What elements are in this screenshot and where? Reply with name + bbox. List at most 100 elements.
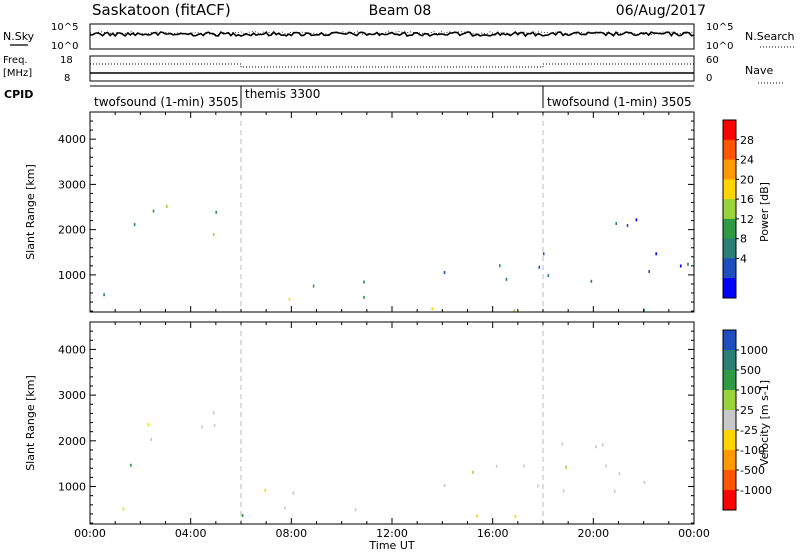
freq-tick-top: 18: [60, 55, 73, 66]
echo-cell: [212, 411, 215, 415]
echo-cell: [648, 270, 650, 273]
freq-label: Freq.: [3, 55, 28, 66]
nsky-trace: [90, 30, 695, 38]
echo-cell: [201, 425, 203, 429]
echo-cell: [499, 264, 501, 268]
velocity-ylabel: Slant Range [km]: [24, 375, 37, 471]
colorbar-segment: [723, 470, 736, 491]
echo-cell: [514, 515, 517, 519]
echo-cell: [626, 224, 629, 227]
cpid-mode-label: twofsound (1-min) 3505: [547, 95, 692, 109]
colorbar-segment: [723, 350, 736, 371]
colorbar-tick-label: 8: [740, 233, 747, 246]
echo-cell: [476, 514, 478, 518]
nsky-tick-bottom: 10^0: [51, 41, 78, 52]
echo-cell: [618, 472, 621, 475]
echo-cell: [130, 463, 132, 467]
echo-cell: [312, 284, 315, 288]
echo-cell: [212, 233, 215, 237]
colorbar-tick-label: 12: [740, 213, 754, 226]
echo-cell: [103, 293, 105, 297]
x-tick-label: 20:00: [577, 527, 609, 540]
x-tick-label: 08:00: [275, 527, 307, 540]
y-tick-label: 4000: [58, 133, 86, 146]
nave-tick-bottom: 0: [706, 73, 712, 84]
colorbar-segment: [723, 390, 736, 411]
nsky-tick-top: 10^5: [51, 22, 78, 33]
freq-unit: [MHz]: [3, 68, 32, 79]
echo-cell: [284, 506, 286, 510]
echo-cell: [133, 223, 136, 227]
colorbar-tick-label: 24: [740, 154, 754, 167]
echo-cell: [562, 489, 565, 493]
echo-cell: [215, 210, 217, 214]
echo-cell: [443, 271, 446, 274]
echo-cell: [605, 464, 607, 468]
colorbar-segment: [723, 450, 736, 471]
colorbar-tick-label: 20: [740, 173, 754, 186]
y-tick-label: 2000: [58, 224, 86, 237]
time-xlabel: Time UT: [368, 539, 414, 552]
cpid-label: CPID: [4, 88, 33, 101]
colorbar-segment: [723, 139, 736, 161]
colorbar-segment: [723, 330, 736, 351]
colorbar-tick-label: 16: [740, 193, 754, 206]
colorbar-tick-label: -500: [740, 464, 765, 477]
colorbar-tick-label: -25: [740, 424, 758, 437]
y-tick-label: 2000: [58, 435, 86, 448]
cpid-panel: CPID twofsound (1-min) 3505 themis 3300 tw…: [4, 85, 694, 109]
freq-tick-bottom: 8: [64, 73, 70, 84]
colorbar-segment: [723, 278, 736, 299]
nsky-label: N.Sky: [3, 30, 35, 43]
echo-cell: [363, 280, 365, 284]
echo-cell: [292, 491, 295, 495]
echo-cell: [166, 205, 168, 208]
nsky-panel: N.Sky 10^5 10^0 10^5 10^0 N.Search: [3, 22, 795, 52]
freq-panel: Freq. [MHz] 18 8 60 0 Nave: [3, 55, 785, 84]
velocity-panel: Slant Range [km] 1000 2000 3000 4000 00:00 0…: [24, 321, 772, 552]
y-tick-label: 3000: [58, 389, 86, 402]
echo-cell: [655, 252, 657, 256]
colorbar-tick-label: 100: [740, 384, 761, 397]
station-title: Saskatoon (fitACF): [92, 1, 231, 19]
echo-cell: [152, 209, 155, 213]
echo-cell: [537, 484, 539, 488]
colorbar-tick-label: -100: [740, 444, 765, 457]
echo-cell: [505, 277, 508, 281]
echo-cell: [431, 307, 433, 311]
cpid-mode-label: twofsound (1-min) 3505: [94, 95, 239, 109]
y-tick-label: 1000: [58, 481, 86, 494]
echo-cell: [354, 508, 357, 512]
y-tick-label: 1000: [58, 269, 86, 282]
colorbar-tick-label: 25: [740, 404, 754, 417]
x-tick-label: 12:00: [376, 527, 408, 540]
date-title: 06/Aug/2017: [616, 3, 706, 19]
colorbar-tick-label: 28: [740, 134, 754, 147]
y-tick-label: 4000: [58, 343, 86, 356]
colorbar-segment: [723, 430, 736, 451]
echo-cell: [472, 470, 474, 474]
echo-cell: [538, 265, 541, 269]
power-panel: Slant Range [km] 1000 2000 3000 4000 28 24 20…: [24, 111, 771, 313]
colorbar-segment: [723, 370, 736, 391]
nave-tick-top: 60: [706, 55, 719, 66]
velocity-colorbar-label: Velocity [m s-1]: [758, 380, 771, 466]
echo-cell: [687, 262, 689, 266]
colorbar-segment: [723, 218, 736, 240]
colorbar-segment: [723, 199, 736, 220]
colorbar-tick-label: 4: [740, 252, 747, 265]
echo-cell: [561, 442, 563, 446]
echo-cell: [213, 424, 216, 428]
echo-cell: [601, 443, 604, 447]
nsearch-label: N.Search: [745, 30, 795, 43]
colorbar-tick-label: -1000: [740, 484, 772, 497]
nave-trace: [90, 63, 694, 68]
echo-cell: [513, 309, 516, 313]
x-tick-label: 00:00: [678, 527, 710, 540]
echo-cell: [679, 264, 682, 268]
colorbar-frame: [722, 119, 737, 299]
echo-cell: [565, 465, 567, 469]
echo-cell: [614, 489, 616, 493]
beam-title: Beam 08: [369, 3, 432, 19]
